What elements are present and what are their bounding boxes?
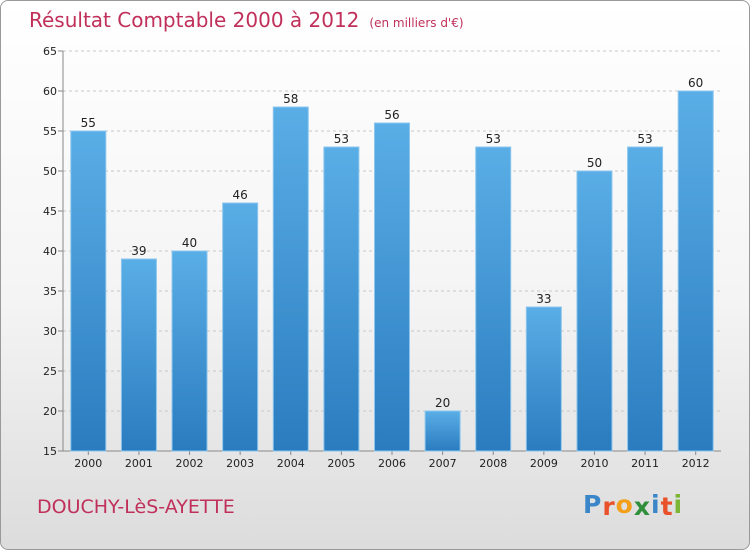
y-tick-label: 60 (43, 85, 57, 98)
value-label-2009: 33 (536, 292, 551, 306)
y-tick-label: 30 (43, 325, 57, 338)
chart-subtitle: (en milliers d'€) (369, 16, 464, 30)
bar-2012[interactable] (677, 90, 714, 452)
logo-letter: o (615, 490, 634, 519)
logo-letter: i (651, 490, 661, 519)
y-tick-label: 45 (43, 205, 57, 218)
y-tick-label: 25 (43, 365, 57, 378)
y-tick-label: 20 (43, 405, 57, 418)
y-tick-label: 15 (43, 445, 57, 458)
value-label-2008: 53 (486, 132, 501, 146)
chart-title: Résultat Comptable 2000 à 2012 (en millie… (29, 8, 464, 32)
bar-2001[interactable] (120, 258, 157, 452)
value-label-2010: 50 (587, 156, 602, 170)
bar-2010[interactable] (576, 170, 613, 452)
x-tick-label-2011: 2011 (631, 457, 659, 470)
x-tick-label-2008: 2008 (479, 457, 507, 470)
location-name: DOUCHY-LèS-AYETTE (37, 496, 235, 518)
x-tick-label-2010: 2010 (580, 457, 608, 470)
x-tick-label-2009: 2009 (530, 457, 558, 470)
value-label-2001: 39 (131, 244, 146, 258)
value-label-2007: 20 (435, 396, 450, 410)
value-label-2011: 53 (637, 132, 652, 146)
x-tick-label-2000: 2000 (74, 457, 102, 470)
logo-letter: P (583, 490, 603, 519)
y-tick-label: 50 (43, 165, 57, 178)
x-tick-label-2003: 2003 (226, 457, 254, 470)
value-label-2000: 55 (81, 116, 96, 130)
bar-2000[interactable] (70, 130, 107, 452)
bar-2004[interactable] (272, 106, 309, 452)
proxiti-logo[interactable]: Proxiti (583, 490, 684, 521)
data-labels: 55 39 40 46 58 53 56 20 53 33 50 53 60 (81, 76, 704, 410)
logo-letter: x (633, 492, 651, 521)
y-tick-label: 65 (43, 45, 57, 58)
bar-2011[interactable] (627, 146, 664, 452)
x-tick-label-2004: 2004 (277, 457, 305, 470)
logo-letter: t (660, 492, 674, 521)
bar-2003[interactable] (222, 202, 259, 452)
y-tick-label: 40 (43, 245, 57, 258)
bar-2006[interactable] (374, 122, 410, 452)
value-label-2003: 46 (233, 188, 248, 202)
x-tick-label-2006: 2006 (378, 457, 406, 470)
value-label-2002: 40 (182, 236, 197, 250)
bar-2009[interactable] (525, 306, 562, 452)
y-tick-label: 55 (43, 125, 57, 138)
logo-letter: r (602, 492, 616, 521)
x-tick-label-2007: 2007 (429, 457, 457, 470)
value-label-2004: 58 (283, 92, 298, 106)
bars (70, 90, 714, 452)
value-label-2006: 56 (384, 108, 399, 122)
bar-2007[interactable] (424, 410, 461, 452)
x-tick-label-2012: 2012 (682, 457, 710, 470)
x-tick-label-2002: 2002 (176, 457, 204, 470)
axes: 15 20 25 30 35 40 45 50 55 60 65 2000 2001 2002 2003 20… (43, 45, 721, 470)
value-label-2012: 60 (688, 76, 703, 90)
logo-letter: i (673, 490, 684, 519)
x-tick-label-2001: 2001 (125, 457, 153, 470)
value-label-2005: 53 (334, 132, 349, 146)
bar-2008[interactable] (475, 146, 512, 452)
x-tick-label-2005: 2005 (327, 457, 355, 470)
bar-2005[interactable] (323, 146, 360, 452)
y-tick-label: 35 (43, 285, 57, 298)
title-text: Résultat Comptable 2000 à 2012 (29, 8, 360, 32)
bar-2002[interactable] (171, 250, 208, 452)
